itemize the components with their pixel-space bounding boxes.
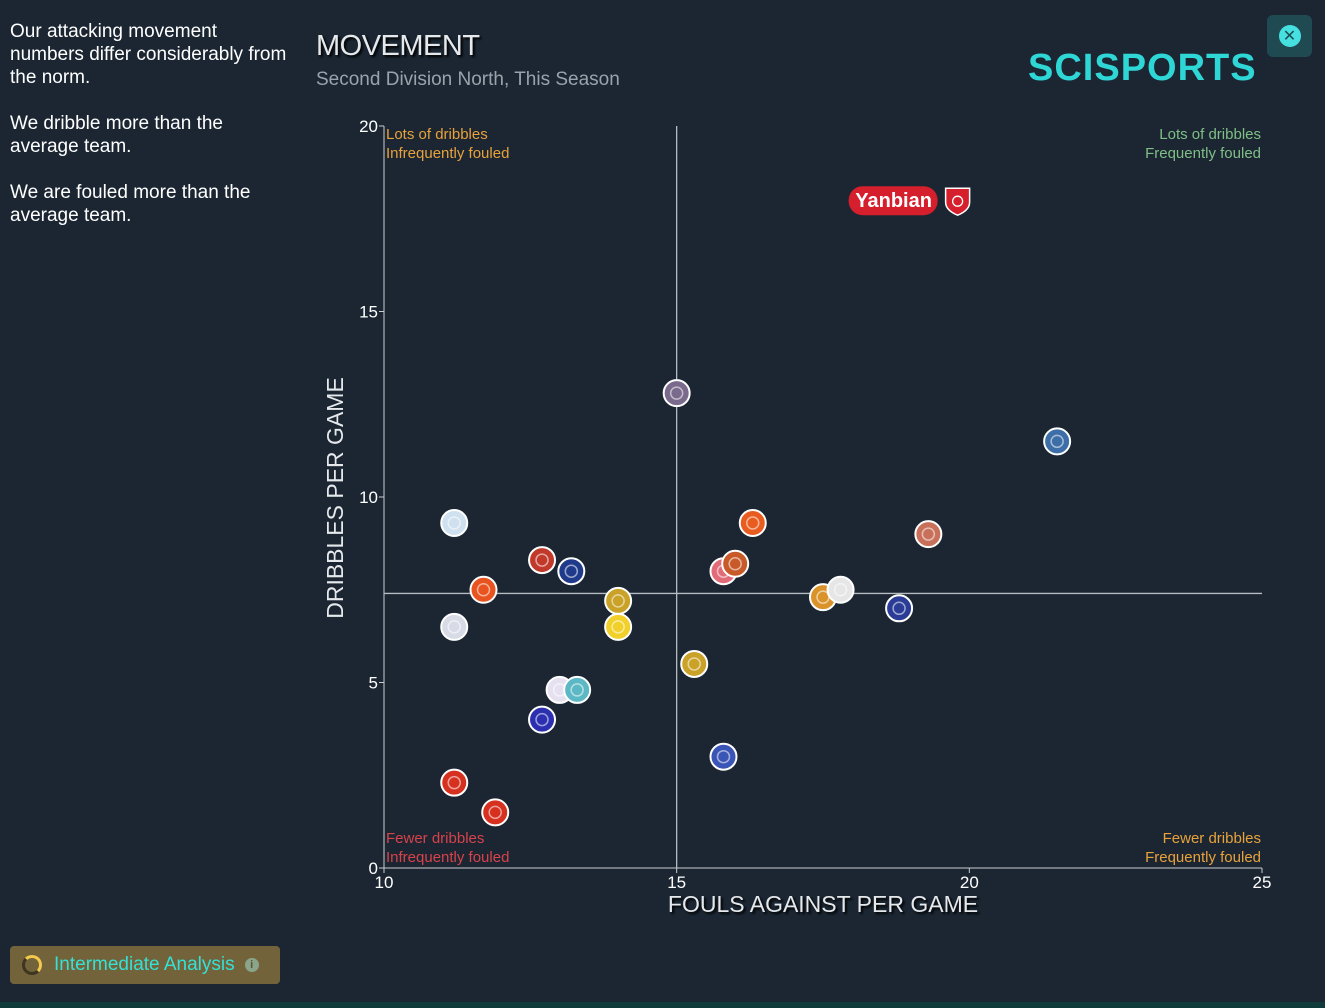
badge-label: Intermediate Analysis [54,954,235,975]
team-crest-point [680,649,709,678]
team-crest-detail [476,583,491,597]
team-crest-point [738,508,767,537]
quadrant-label-top-right: Frequently fouled [1145,145,1261,162]
quadrant-label-top-left: Infrequently fouled [386,145,509,162]
team-crest-point [1043,427,1072,456]
team-crest-point [662,379,691,408]
quadrant-label-top-right: Lots of dribbles [1159,126,1261,143]
team-crest-detail [570,683,584,697]
team-crest-detail [921,527,936,541]
y-tick-label: 10 [359,488,378,507]
highlight-team-crest [944,187,971,217]
y-axis-title: DRIBBLES PER GAME [322,377,348,619]
team-crest-point [440,612,469,641]
team-crest-detail [687,657,701,671]
team-crest-detail [669,386,684,400]
team-crest-point [528,546,557,575]
summary-line-2: We dribble more than the average team. [10,113,223,157]
bottom-bar [0,1002,1325,1008]
x-axis-title: FOULS AGAINST PER GAME [668,891,978,917]
team-crest-detail [535,712,549,727]
y-tick-label: 20 [359,117,378,136]
team-crest-detail [892,601,906,616]
summary-line-3: We are fouled more than the average team… [10,182,251,226]
page-title: MOVEMENT [316,30,480,62]
x-tick-label: 15 [667,873,686,892]
highlight-crest-detail [951,195,964,207]
team-crest-point [557,557,586,586]
quadrant-label-bottom-left: Infrequently fouled [386,849,509,866]
quadrant-label-bottom-left: Fewer dribbles [386,830,484,847]
summary-text: Our attacking movement numbers differ co… [10,20,290,250]
team-crest-point [604,586,633,615]
quadrant-label-bottom-right: Frequently fouled [1145,849,1261,866]
brand-logo: SCISPORTS [1028,47,1257,89]
highlight-label-text: Yanbian [855,190,932,212]
team-crest-detail [488,805,502,820]
team-crest-point [440,508,469,537]
close-button[interactable]: ✕ [1267,15,1312,57]
x-tick-label: 25 [1253,873,1272,892]
y-tick-label: 0 [369,859,378,878]
team-crest-detail [447,775,461,790]
intermediate-analysis-badge[interactable]: Intermediate Analysis i [10,946,280,984]
team-crest-point [709,742,738,771]
team-crest-point [563,675,592,704]
quadrant-label-bottom-right: Fewer dribbles [1163,830,1261,847]
team-crest-point [440,768,469,797]
progress-ring-icon [22,955,42,975]
x-tick-label: 10 [375,873,394,892]
highlight-label-pill [848,186,938,216]
y-tick-label: 15 [359,303,378,322]
team-crest-detail [746,516,760,530]
team-crest-detail [535,553,549,567]
team-crest-detail [611,594,625,608]
team-crest-point [721,549,750,578]
team-crest-point [528,705,557,734]
quadrant-label-top-left: Lots of dribbles [386,126,488,143]
team-crest-point [469,575,498,604]
team-crest-detail [447,620,461,634]
x-tick-label: 20 [960,873,979,892]
team-crest-point [914,520,943,549]
close-icon: ✕ [1278,25,1301,47]
team-crest-detail [728,557,742,571]
team-crest-point [826,575,855,604]
info-icon[interactable]: i [244,958,259,972]
y-tick-label: 5 [369,674,378,693]
team-crest-detail [1050,434,1064,449]
summary-line-1: Our attacking movement numbers differ co… [10,21,287,88]
page-subtitle: Second Division North, This Season [316,69,620,90]
team-crest-point [481,798,510,827]
team-crest-point [885,594,914,623]
team-crest-point [604,612,633,641]
team-crest-detail [564,564,579,578]
team-crest-detail [447,516,461,530]
team-crest-detail [833,583,848,597]
team-crest-detail [716,749,731,764]
team-crest-detail [611,620,625,634]
